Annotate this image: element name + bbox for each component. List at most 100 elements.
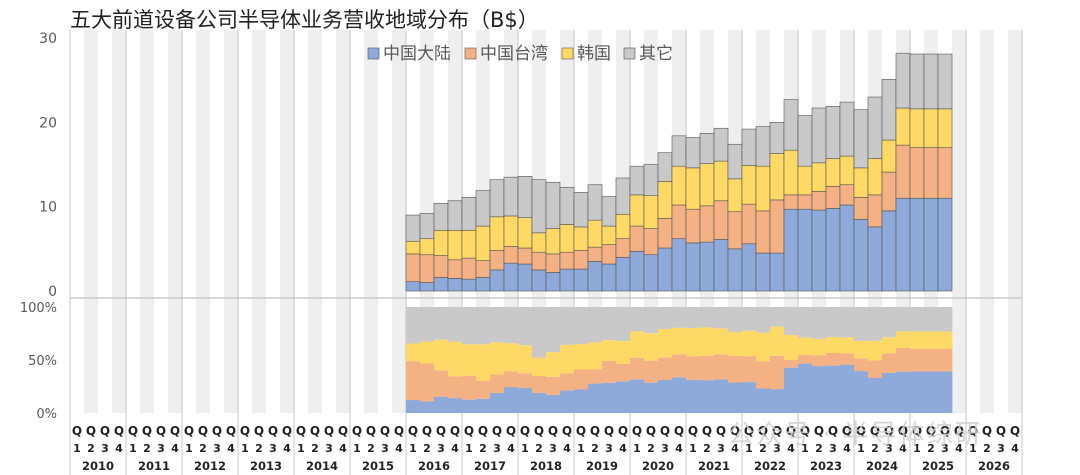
bar-segment xyxy=(629,165,645,196)
bar-segment xyxy=(545,253,561,273)
percent-bar-segment xyxy=(406,361,421,401)
bar-segment xyxy=(937,197,953,292)
bar-segment xyxy=(839,184,855,206)
percent-bar-segment xyxy=(686,356,701,380)
bar-segment xyxy=(587,246,603,262)
y-tick-label: 10 xyxy=(39,200,57,216)
percent-bar-segment xyxy=(784,359,799,368)
x-tick-quarter: 3 xyxy=(829,442,837,455)
legend-label: 中国大陆 xyxy=(383,44,451,64)
percent-bar-segment xyxy=(420,363,435,402)
percent-bar-segment xyxy=(868,307,883,341)
bar-segment xyxy=(797,208,813,292)
bar-segment xyxy=(783,149,799,196)
bar-segment xyxy=(755,126,771,167)
x-tick-q: Q xyxy=(604,424,614,438)
x-tick-quarter: 4 xyxy=(899,442,907,455)
x-tick-quarter: 3 xyxy=(997,442,1005,455)
x-tick-quarter: 3 xyxy=(885,442,893,455)
x-tick-quarter: 1 xyxy=(969,442,977,455)
percent-bar-segment xyxy=(644,360,659,383)
percent-bar-segment xyxy=(434,396,449,413)
x-tick-quarter: 3 xyxy=(213,442,221,455)
x-tick-q: Q xyxy=(492,424,502,438)
x-tick-q: Q xyxy=(422,424,432,438)
x-tick-q: Q xyxy=(548,424,558,438)
percent-bar-segment xyxy=(644,333,659,361)
bar-segment xyxy=(405,214,421,242)
percent-bar-segment xyxy=(420,307,435,342)
percent-bar-segment xyxy=(630,307,645,332)
bar-segment xyxy=(769,252,785,292)
bar-segment xyxy=(475,277,491,292)
bar-segment xyxy=(839,101,855,157)
percent-bar-segment xyxy=(924,307,939,332)
x-tick-q: Q xyxy=(702,424,712,438)
percent-bar-segment xyxy=(532,307,547,358)
x-tick-quarter: 2 xyxy=(255,442,263,455)
x-tick-q: Q xyxy=(618,424,628,438)
percent-bar-segment xyxy=(686,379,701,413)
x-tick-quarter: 3 xyxy=(941,442,949,455)
bar-segment xyxy=(587,219,603,248)
percent-bar-segment xyxy=(728,382,743,413)
x-tick-year: 2018 xyxy=(530,459,562,473)
x-tick-q: Q xyxy=(114,424,124,438)
percent-bar-segment xyxy=(700,327,715,356)
x-tick-quarter: 3 xyxy=(325,442,333,455)
bar-segment xyxy=(895,52,911,109)
x-tick-quarter: 2 xyxy=(367,442,375,455)
x-tick-q: Q xyxy=(660,424,670,438)
x-tick-quarter: 2 xyxy=(143,442,151,455)
x-tick-year: 2015 xyxy=(362,459,394,473)
bar-segment xyxy=(433,255,449,278)
percent-bar-segment xyxy=(672,327,687,355)
bar-segment xyxy=(923,147,939,199)
bar-segment xyxy=(727,143,743,180)
percent-bar-segment xyxy=(910,348,925,372)
percent-bar-segment xyxy=(826,365,841,413)
x-tick-q: Q xyxy=(520,424,530,438)
percent-bar-segment xyxy=(602,340,617,361)
bar-segment xyxy=(573,192,589,228)
bar-segment xyxy=(573,268,589,292)
percent-bar-segment xyxy=(770,389,785,413)
bar-segment xyxy=(489,179,505,218)
x-tick-q: Q xyxy=(730,424,740,438)
bar-segment xyxy=(503,262,519,292)
percent-bar-segment xyxy=(658,307,673,329)
percent-bar-segment xyxy=(644,307,659,334)
bar-segment xyxy=(713,127,729,162)
bar-segment xyxy=(461,278,477,292)
background-stripe xyxy=(168,30,182,413)
percent-bar-segment xyxy=(938,331,953,349)
percent-bar-segment xyxy=(658,328,673,358)
bar-segment xyxy=(615,177,631,215)
percent-bar-segment xyxy=(938,307,953,332)
percent-bar-segment xyxy=(938,371,953,413)
percent-bar-segment xyxy=(420,401,435,413)
x-tick-q: Q xyxy=(212,424,222,438)
y-tick-label: 0 xyxy=(48,284,57,300)
bar-segment xyxy=(643,228,659,256)
x-tick-quarter: 4 xyxy=(563,442,571,455)
percent-bar-segment xyxy=(476,344,491,381)
percent-bar-segment xyxy=(546,352,561,377)
bar-segment xyxy=(825,158,841,187)
percent-bar-segment xyxy=(504,387,519,413)
percent-bar-segment xyxy=(924,371,939,413)
bar-segment xyxy=(419,282,435,292)
bar-segment xyxy=(671,204,687,240)
x-tick-quarter: 3 xyxy=(269,442,277,455)
bar-segment xyxy=(447,229,463,261)
bar-segment xyxy=(531,251,547,271)
bar-segment xyxy=(923,197,939,292)
background-stripe xyxy=(392,30,406,413)
bar-segment xyxy=(433,277,449,292)
bar-segment xyxy=(447,259,463,279)
x-tick-year: 2021 xyxy=(698,459,730,473)
percent-bar-segment xyxy=(504,307,519,344)
percent-bar-segment xyxy=(756,332,771,362)
x-tick-year: 2013 xyxy=(250,459,282,473)
